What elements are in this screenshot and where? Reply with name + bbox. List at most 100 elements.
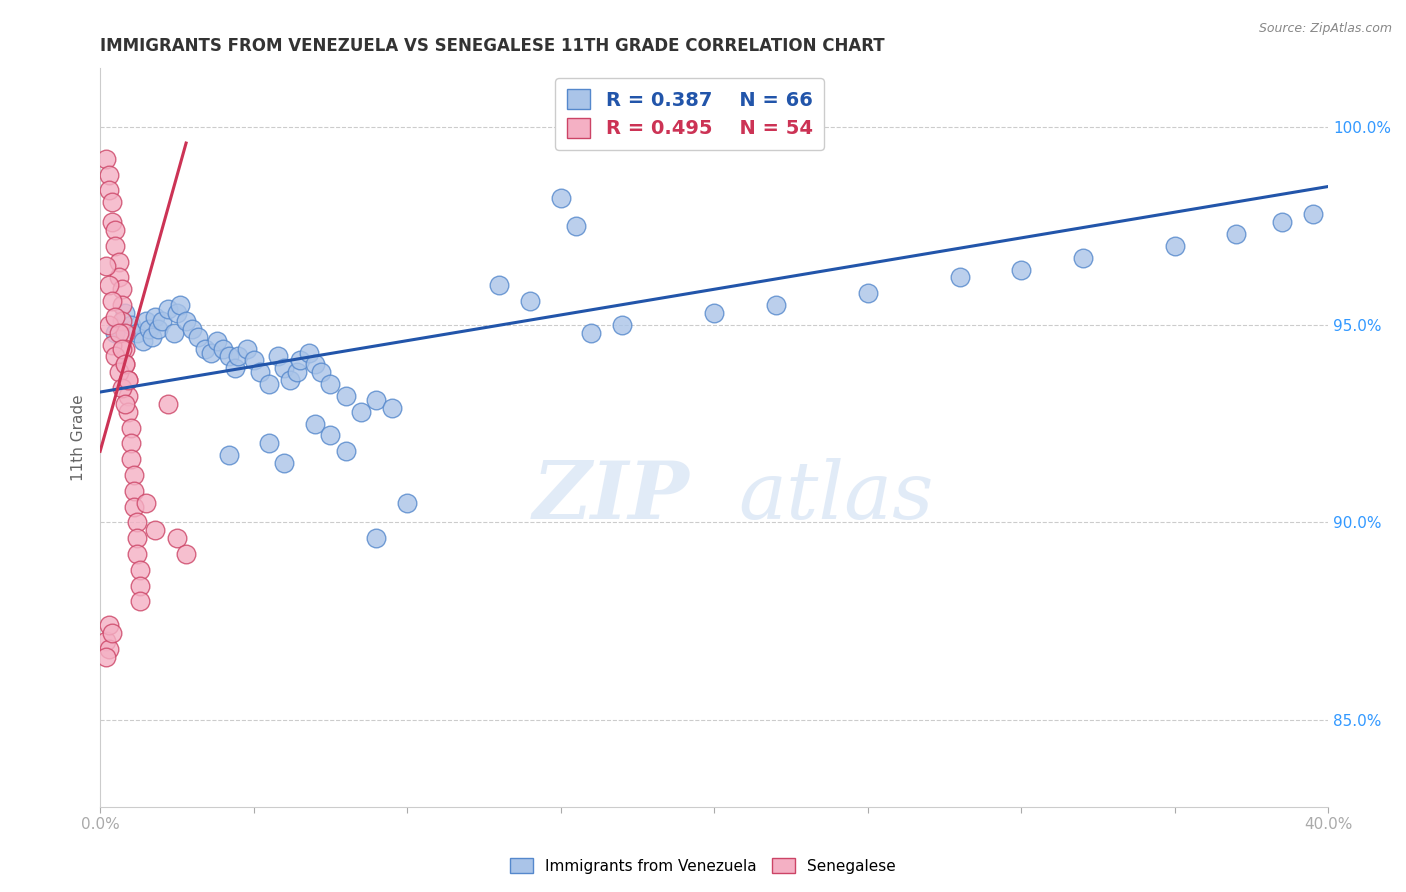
Point xyxy=(309,365,332,379)
Point xyxy=(107,270,129,285)
Point xyxy=(111,298,134,312)
Point xyxy=(174,547,197,561)
Point xyxy=(117,373,139,387)
Point xyxy=(381,401,404,415)
Point xyxy=(565,219,588,233)
Point xyxy=(488,278,510,293)
Point xyxy=(104,326,127,340)
Point xyxy=(117,373,139,387)
Point xyxy=(396,496,419,510)
Point xyxy=(169,298,191,312)
Point xyxy=(200,345,222,359)
Point xyxy=(703,306,725,320)
Point xyxy=(1271,215,1294,229)
Point xyxy=(120,452,142,467)
Point xyxy=(350,405,373,419)
Legend: R = 0.387    N = 66, R = 0.495    N = 54: R = 0.387 N = 66, R = 0.495 N = 54 xyxy=(555,78,824,150)
Y-axis label: 11th Grade: 11th Grade xyxy=(72,394,86,481)
Point xyxy=(101,195,124,210)
Point xyxy=(96,152,118,166)
Point xyxy=(129,579,152,593)
Point xyxy=(120,420,142,434)
Point xyxy=(288,353,311,368)
Point xyxy=(135,496,157,510)
Point xyxy=(125,516,148,530)
Point xyxy=(166,531,188,545)
Text: ZIP: ZIP xyxy=(533,458,689,535)
Point xyxy=(335,444,357,458)
Legend: Immigrants from Venezuela, Senegalese: Immigrants from Venezuela, Senegalese xyxy=(503,852,903,880)
Point xyxy=(366,531,388,545)
Point xyxy=(104,239,127,253)
Point xyxy=(104,350,127,364)
Point xyxy=(129,594,152,608)
Point xyxy=(581,326,603,340)
Point xyxy=(1302,207,1324,221)
Text: atlas: atlas xyxy=(738,458,934,535)
Point xyxy=(218,448,240,462)
Point xyxy=(98,618,121,632)
Point xyxy=(111,342,134,356)
Point xyxy=(163,326,186,340)
Point xyxy=(114,397,136,411)
Point xyxy=(226,350,249,364)
Point xyxy=(257,436,280,450)
Point xyxy=(249,365,271,379)
Point xyxy=(193,342,215,356)
Point xyxy=(1225,227,1247,241)
Point xyxy=(107,254,129,268)
Point xyxy=(187,329,209,343)
Point xyxy=(273,456,295,470)
Point xyxy=(366,392,388,407)
Point xyxy=(111,314,134,328)
Point xyxy=(96,634,118,648)
Point xyxy=(120,318,142,332)
Point xyxy=(101,337,124,351)
Point xyxy=(267,350,290,364)
Point xyxy=(236,342,259,356)
Text: IMMIGRANTS FROM VENEZUELA VS SENEGALESE 11TH GRADE CORRELATION CHART: IMMIGRANTS FROM VENEZUELA VS SENEGALESE … xyxy=(100,37,884,55)
Point xyxy=(257,377,280,392)
Point xyxy=(104,223,127,237)
Point xyxy=(205,334,228,348)
Point xyxy=(141,329,163,343)
Point xyxy=(765,298,787,312)
Point xyxy=(1163,239,1185,253)
Point xyxy=(107,365,129,379)
Point xyxy=(1071,251,1094,265)
Point xyxy=(181,322,204,336)
Point xyxy=(1010,262,1032,277)
Point xyxy=(242,353,264,368)
Point xyxy=(114,306,136,320)
Point xyxy=(319,428,342,442)
Point xyxy=(101,294,124,309)
Point xyxy=(122,468,145,483)
Point xyxy=(298,345,321,359)
Point xyxy=(101,215,124,229)
Point xyxy=(122,500,145,514)
Point xyxy=(132,334,155,348)
Point xyxy=(949,270,972,285)
Point xyxy=(125,326,148,340)
Point xyxy=(610,318,633,332)
Point xyxy=(117,405,139,419)
Point xyxy=(125,547,148,561)
Point xyxy=(280,373,302,387)
Point xyxy=(166,306,188,320)
Point xyxy=(218,350,240,364)
Point xyxy=(98,278,121,293)
Point xyxy=(319,377,342,392)
Point xyxy=(224,361,246,376)
Point xyxy=(98,184,121,198)
Point xyxy=(150,314,173,328)
Point xyxy=(107,326,129,340)
Point xyxy=(101,626,124,640)
Point xyxy=(114,342,136,356)
Point xyxy=(135,314,157,328)
Point xyxy=(212,342,235,356)
Text: Source: ZipAtlas.com: Source: ZipAtlas.com xyxy=(1258,22,1392,36)
Point xyxy=(129,563,152,577)
Point xyxy=(550,191,572,205)
Point xyxy=(96,259,118,273)
Point xyxy=(145,310,167,324)
